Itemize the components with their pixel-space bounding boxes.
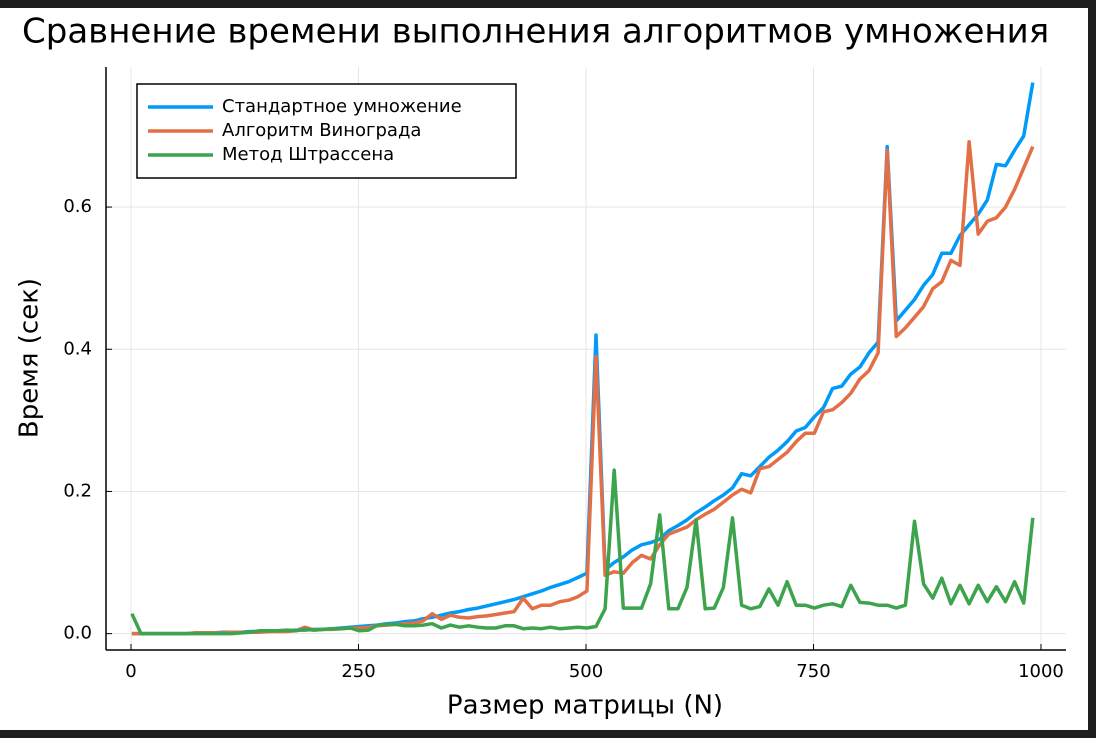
legend-label: Метод Штрассена — [222, 144, 394, 165]
legend-label: Стандартное умножение — [222, 96, 462, 117]
x-tick-label: 750 — [796, 661, 830, 682]
y-axis-label: Время (сек) — [15, 278, 45, 438]
series-line — [130, 468, 1035, 636]
y-tick-label: 0.0 — [63, 623, 92, 644]
x-tick-label: 250 — [341, 661, 375, 682]
x-tick-label: 1000 — [1018, 661, 1064, 682]
y-tick-label: 0.4 — [63, 338, 92, 359]
x-tick-label: 500 — [569, 661, 603, 682]
y-tick-label: 0.6 — [63, 196, 92, 217]
chart-title: Сравнение времени выполнения алгоритмов … — [22, 12, 1049, 52]
x-axis-label: Размер матрицы (N) — [447, 691, 723, 721]
x-tick-label: 0 — [125, 661, 136, 682]
y-tick-label: 0.2 — [63, 480, 92, 501]
legend-label: Алгоритм Винограда — [222, 120, 421, 141]
